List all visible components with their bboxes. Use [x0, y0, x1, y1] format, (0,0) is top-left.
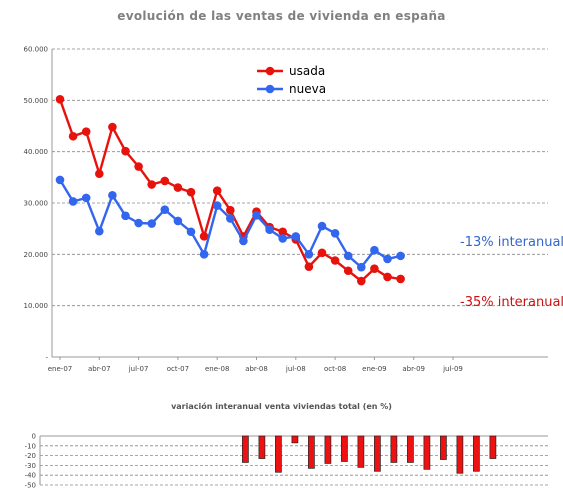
data-point-nueva	[212, 201, 222, 210]
bar	[357, 435, 365, 468]
data-point-nueva	[68, 197, 78, 206]
bar	[242, 435, 249, 463]
data-point-nueva	[330, 228, 340, 238]
data-point-usada	[121, 146, 130, 156]
bar	[291, 435, 299, 444]
data-point-usada	[370, 264, 379, 274]
chart-title: evolución de las ventas de vivienda en e…	[117, 9, 446, 23]
data-point-usada	[134, 162, 143, 171]
x-tick-label: jul-09	[442, 365, 463, 373]
annotation-0: -13% interanual	[460, 235, 563, 250]
data-point-usada	[226, 205, 235, 215]
x-tick-label: abr-09	[402, 365, 425, 373]
data-point-usada	[343, 266, 353, 276]
data-point-nueva	[226, 214, 235, 223]
data-point-usada	[147, 180, 156, 189]
legend-label-nueva: nueva	[289, 82, 326, 96]
data-point-nueva	[199, 250, 209, 259]
data-point-usada	[55, 95, 65, 104]
legend-marker-usada	[265, 66, 275, 76]
data-point-usada	[160, 176, 170, 186]
y-tick-label: 30.000	[24, 200, 49, 208]
data-point-nueva	[108, 191, 117, 200]
bar-y-tick-label: -10	[25, 442, 36, 450]
bar-y-tick-label: 0	[32, 433, 36, 441]
data-point-nueva	[81, 193, 91, 203]
bar-chart-title: variación interanual venta viviendas tot…	[171, 402, 392, 411]
data-point-usada	[81, 127, 91, 136]
data-point-nueva	[291, 232, 301, 241]
bar	[258, 435, 266, 459]
data-point-nueva	[55, 175, 65, 185]
data-point-nueva	[357, 262, 366, 272]
bar	[341, 435, 348, 462]
data-point-nueva	[95, 226, 104, 236]
x-tick-label: jul-08	[285, 365, 306, 373]
x-tick-label: jul-07	[128, 365, 149, 373]
data-point-usada	[95, 169, 104, 179]
data-point-usada	[383, 272, 392, 282]
data-point-nueva	[304, 250, 314, 259]
bar	[324, 435, 332, 464]
x-tick-label: abr-08	[245, 365, 268, 373]
y-tick-label: 60.000	[24, 46, 49, 54]
x-tick-label: ene-09	[362, 365, 386, 373]
bar-y-tick-label: -20	[25, 452, 36, 460]
y-tick-label: 20.000	[24, 251, 49, 259]
bar	[423, 435, 431, 470]
x-tick-label: abr-07	[88, 365, 111, 373]
y-tick-label: 10.000	[24, 302, 49, 310]
data-point-usada	[108, 122, 117, 132]
y-tick-label: 50.000	[24, 97, 49, 105]
bar	[456, 435, 464, 474]
bar-y-tick-label: -40	[25, 472, 36, 480]
bar	[473, 435, 480, 472]
data-point-usada	[278, 227, 288, 237]
data-point-nueva	[265, 225, 274, 234]
annotation-1: -35% interanual	[460, 295, 563, 310]
x-tick-label: ene-08	[205, 365, 229, 373]
bar	[275, 435, 282, 473]
data-point-nueva	[186, 227, 196, 237]
x-tick-label: oct-07	[167, 365, 189, 373]
data-point-nueva	[396, 251, 405, 261]
bar	[390, 435, 398, 463]
data-point-nueva	[252, 211, 261, 220]
data-point-usada	[68, 131, 78, 141]
data-point-usada	[304, 262, 314, 271]
y-tick-label: -	[45, 354, 48, 362]
data-point-nueva	[317, 221, 327, 231]
bar	[374, 435, 381, 472]
data-point-nueva	[278, 234, 288, 243]
data-point-usada	[396, 274, 405, 284]
data-point-nueva	[370, 245, 379, 255]
bar-y-tick-label: -50	[25, 482, 36, 490]
legend-label-usada: usada	[289, 64, 325, 78]
x-tick-label: ene-07	[48, 365, 72, 373]
data-point-usada	[317, 248, 327, 258]
bar-y-tick-label: -30	[25, 462, 36, 470]
bar	[489, 435, 497, 459]
data-point-nueva	[173, 216, 183, 226]
data-point-usada	[212, 186, 222, 195]
legend-marker-nueva	[265, 84, 275, 94]
data-point-nueva	[147, 219, 156, 228]
data-point-nueva	[343, 251, 353, 261]
y-tick-label: 40.000	[24, 148, 49, 156]
data-point-nueva	[383, 254, 392, 264]
bar	[440, 435, 447, 460]
data-point-usada	[330, 256, 340, 265]
bar	[308, 435, 315, 469]
data-point-nueva	[134, 218, 143, 228]
data-point-nueva	[121, 211, 130, 221]
data-point-usada	[357, 276, 366, 286]
data-point-usada	[199, 232, 209, 241]
data-point-nueva	[160, 205, 170, 214]
bar	[407, 435, 414, 463]
data-point-nueva	[239, 236, 248, 246]
x-tick-label: oct-08	[324, 365, 346, 373]
data-point-usada	[186, 187, 196, 197]
data-point-usada	[173, 183, 183, 192]
